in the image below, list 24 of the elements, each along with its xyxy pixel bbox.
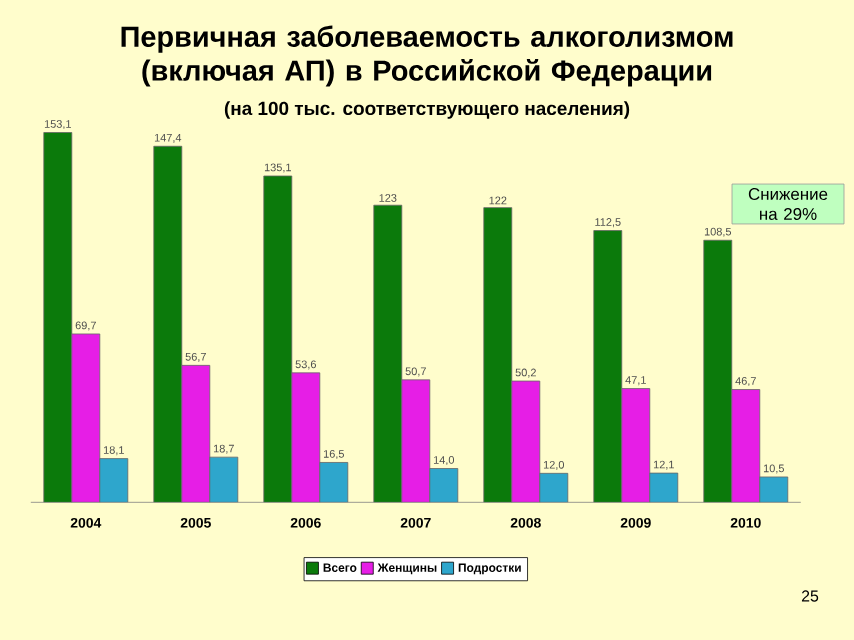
bar	[429, 468, 459, 503]
bar	[291, 372, 321, 503]
bar	[483, 207, 513, 503]
bar	[263, 175, 293, 503]
bar	[401, 379, 431, 503]
bar	[703, 239, 733, 503]
bar	[181, 364, 211, 503]
bar	[759, 476, 789, 503]
annotation: Снижение на 29%	[748, 188, 828, 220]
bar	[209, 456, 239, 503]
chart-subtitle: (на 100 тыс. соответствующего населения)	[224, 101, 630, 119]
bar	[71, 333, 101, 503]
bar	[373, 204, 403, 503]
bar	[621, 388, 651, 503]
bar	[153, 145, 183, 503]
bar	[99, 458, 129, 503]
bar	[649, 472, 679, 503]
bar	[593, 230, 623, 503]
bar	[731, 389, 761, 503]
bar	[43, 132, 73, 503]
bar	[511, 380, 541, 503]
bar	[539, 472, 569, 503]
chart-title: Первичная заболеваемость алкоголизмом (включая АП) в Российской Федерации	[121, 25, 733, 87]
bar	[319, 462, 349, 503]
